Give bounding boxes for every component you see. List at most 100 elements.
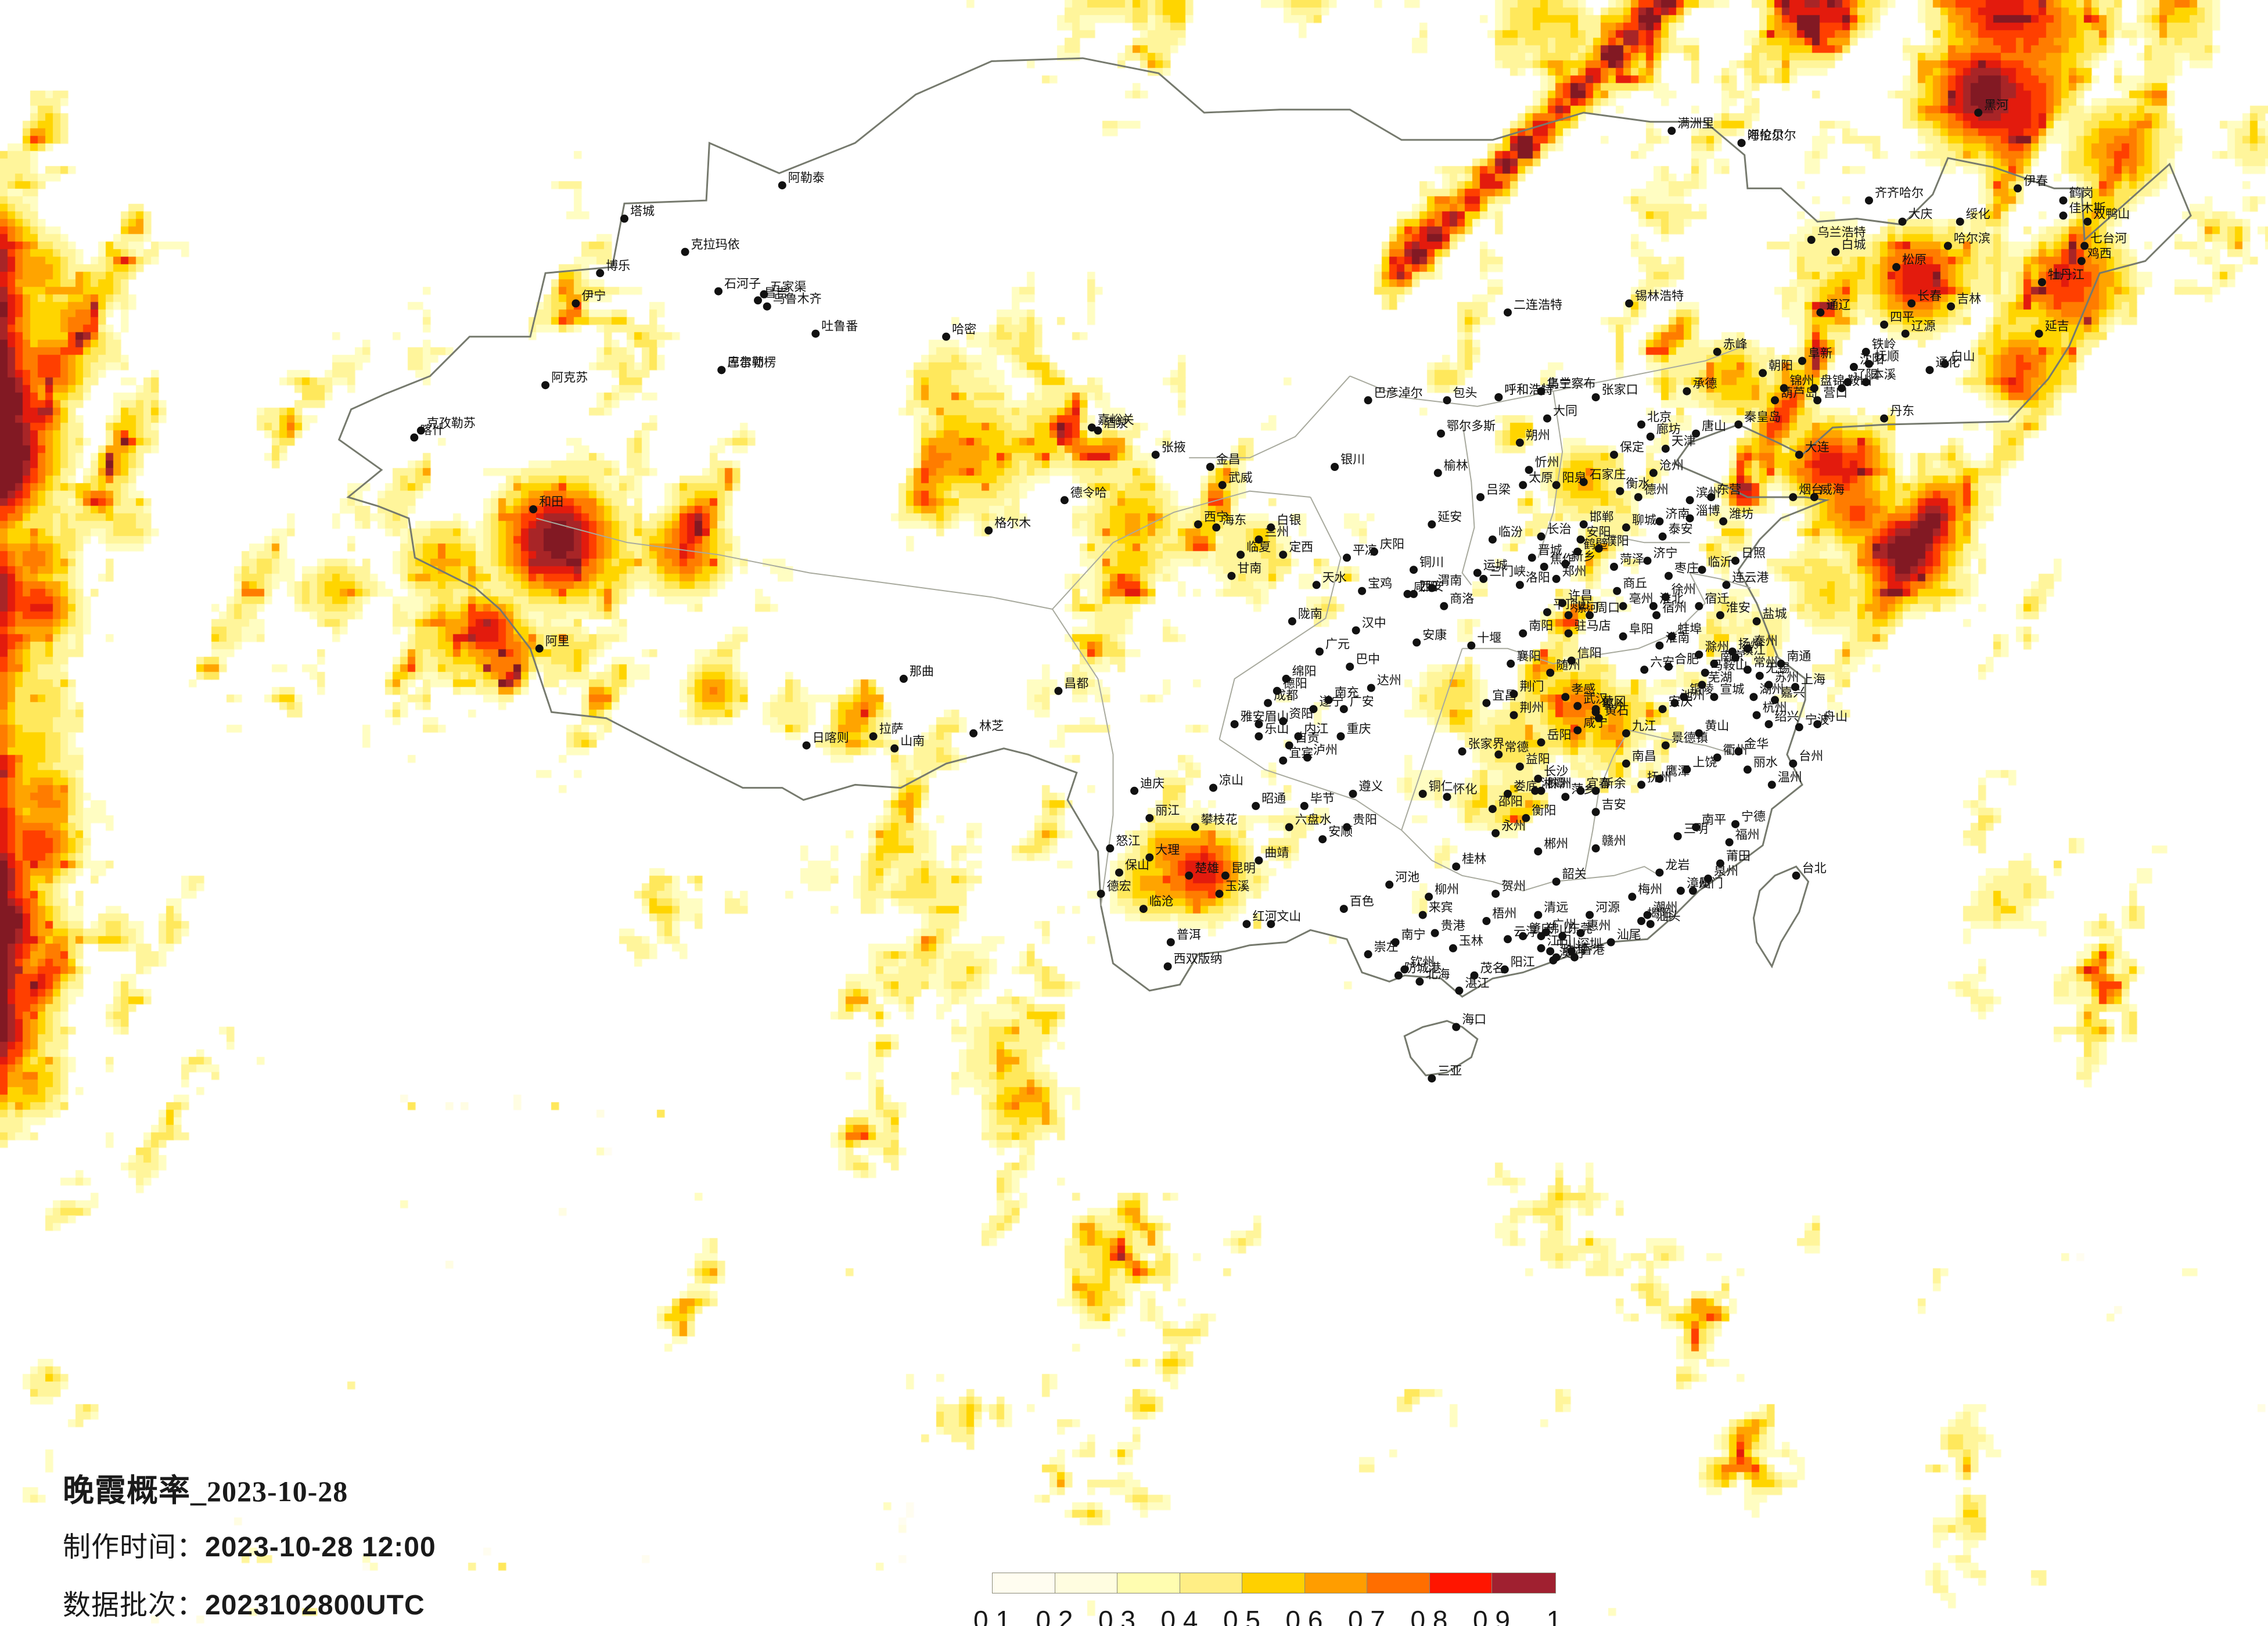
svg-text:娄底: 娄底 bbox=[1514, 780, 1538, 793]
svg-text:日照: 日照 bbox=[1741, 547, 1766, 560]
svg-text:格尔木: 格尔木 bbox=[994, 517, 1031, 530]
svg-text:阜新: 阜新 bbox=[1808, 347, 1832, 361]
svg-text:上饶: 上饶 bbox=[1692, 756, 1717, 769]
svg-text:枣庄: 枣庄 bbox=[1674, 562, 1699, 575]
svg-text:长沙: 长沙 bbox=[1544, 765, 1568, 778]
svg-text:红河: 红河 bbox=[1253, 910, 1277, 923]
svg-text:石家庄: 石家庄 bbox=[1590, 468, 1626, 481]
svg-text:泰安: 泰安 bbox=[1669, 523, 1693, 536]
svg-text:辽阳: 辽阳 bbox=[1853, 368, 1878, 382]
svg-text:百色: 百色 bbox=[1350, 895, 1374, 908]
svg-text:宿迁: 宿迁 bbox=[1705, 592, 1729, 606]
svg-text:阳江: 阳江 bbox=[1511, 955, 1535, 969]
svg-text:东营: 东营 bbox=[1717, 483, 1741, 497]
svg-text:郴州: 郴州 bbox=[1544, 837, 1568, 851]
svg-text:滨州: 滨州 bbox=[1696, 486, 1720, 499]
svg-text:阿里: 阿里 bbox=[545, 635, 570, 648]
svg-text:廊坊: 廊坊 bbox=[1656, 423, 1681, 436]
svg-text:潍坊: 潍坊 bbox=[1729, 508, 1753, 521]
svg-text:东莞: 东莞 bbox=[1568, 922, 1593, 936]
svg-text:舟山: 舟山 bbox=[1823, 710, 1848, 724]
svg-text:陇南: 陇南 bbox=[1298, 607, 1322, 621]
svg-text:集宁: 集宁 bbox=[1547, 377, 1572, 391]
svg-text:德令哈: 德令哈 bbox=[1070, 486, 1107, 499]
svg-text:忻州: 忻州 bbox=[1535, 456, 1559, 469]
svg-text:湘潭: 湘潭 bbox=[1541, 777, 1565, 790]
svg-text:博乐: 博乐 bbox=[606, 259, 630, 272]
svg-text:海东: 海东 bbox=[1222, 513, 1246, 527]
svg-text:衡阳: 衡阳 bbox=[1532, 804, 1556, 818]
svg-text:吕梁: 吕梁 bbox=[1486, 483, 1511, 497]
svg-text:衢州: 衢州 bbox=[1723, 744, 1748, 757]
svg-text:德宏: 德宏 bbox=[1107, 880, 1131, 893]
svg-text:楚雄: 楚雄 bbox=[1195, 862, 1219, 875]
svg-text:沧州: 沧州 bbox=[1659, 459, 1684, 472]
svg-text:抚顺: 抚顺 bbox=[1875, 350, 1899, 364]
svg-text:葫芦岛: 葫芦岛 bbox=[1781, 386, 1817, 400]
svg-text:商丘: 商丘 bbox=[1623, 577, 1647, 591]
svg-text:巴彦淖尔: 巴彦淖尔 bbox=[1374, 386, 1423, 400]
svg-text:延吉: 延吉 bbox=[2045, 320, 2069, 333]
svg-text:拉萨: 拉萨 bbox=[879, 722, 904, 736]
svg-text:朝阳: 朝阳 bbox=[1769, 359, 1793, 372]
svg-text:常德: 常德 bbox=[1504, 740, 1529, 754]
svg-text:哈密: 哈密 bbox=[952, 323, 976, 336]
svg-text:济宁: 济宁 bbox=[1654, 547, 1678, 560]
svg-text:濮阳: 濮阳 bbox=[1605, 535, 1629, 548]
svg-text:安康: 安康 bbox=[1422, 628, 1447, 642]
svg-text:大连: 大连 bbox=[1805, 441, 1830, 454]
svg-text:宣城: 宣城 bbox=[1720, 683, 1744, 696]
svg-text:鄂尔多斯: 鄂尔多斯 bbox=[1447, 420, 1496, 433]
svg-text:丽江: 丽江 bbox=[1155, 804, 1180, 818]
svg-text:崇左: 崇左 bbox=[1374, 940, 1399, 954]
svg-text:遵义: 遵义 bbox=[1359, 780, 1383, 793]
svg-text:张家界: 张家界 bbox=[1468, 738, 1505, 751]
svg-text:文山: 文山 bbox=[1277, 910, 1301, 923]
svg-text:包头: 包头 bbox=[1453, 386, 1478, 400]
svg-text:襄阳: 襄阳 bbox=[1516, 650, 1541, 663]
svg-text:七台河: 七台河 bbox=[2090, 232, 2127, 245]
svg-text:河源: 河源 bbox=[1595, 901, 1620, 915]
svg-text:阜阳: 阜阳 bbox=[1629, 623, 1654, 636]
svg-text:菏泽: 菏泽 bbox=[1620, 553, 1644, 566]
svg-text:哈尔滨: 哈尔滨 bbox=[1954, 232, 1990, 245]
svg-text:南阳: 南阳 bbox=[1529, 620, 1553, 633]
svg-text:临沂: 临沂 bbox=[1708, 556, 1733, 569]
svg-text:荆州: 荆州 bbox=[1520, 702, 1544, 715]
svg-text:长春: 长春 bbox=[1917, 290, 1942, 303]
svg-text:厦门: 厦门 bbox=[1699, 877, 1723, 890]
svg-text:中山: 中山 bbox=[1556, 937, 1580, 951]
svg-text:南通: 南通 bbox=[1787, 650, 1811, 663]
svg-text:周口: 周口 bbox=[1595, 601, 1620, 614]
svg-text:南昌: 南昌 bbox=[1632, 750, 1656, 763]
svg-text:阿克苏: 阿克苏 bbox=[551, 371, 588, 384]
svg-text:伊春: 伊春 bbox=[2023, 174, 2048, 188]
svg-text:聊城: 聊城 bbox=[1632, 513, 1656, 527]
svg-text:鹤岗: 鹤岗 bbox=[2069, 186, 2094, 200]
svg-text:长治: 长治 bbox=[1547, 523, 1572, 536]
svg-text:宿州: 宿州 bbox=[1662, 601, 1687, 614]
svg-text:临沧: 临沧 bbox=[1149, 895, 1174, 908]
svg-text:保山: 保山 bbox=[1125, 859, 1149, 872]
svg-text:连云港: 连云港 bbox=[1732, 571, 1769, 584]
svg-text:白城: 白城 bbox=[1842, 238, 1866, 251]
svg-text:张家口: 张家口 bbox=[1602, 383, 1638, 397]
svg-text:芜湖: 芜湖 bbox=[1708, 671, 1733, 684]
svg-text:吉安: 吉安 bbox=[1602, 798, 1626, 811]
svg-text:克孜勒苏: 克孜勒苏 bbox=[427, 416, 476, 430]
svg-text:三亚: 三亚 bbox=[1437, 1064, 1462, 1078]
svg-text:亳州: 亳州 bbox=[1629, 592, 1654, 606]
svg-text:定西: 定西 bbox=[1289, 541, 1313, 554]
svg-text:盘锦: 盘锦 bbox=[1820, 374, 1845, 387]
svg-text:淮南: 淮南 bbox=[1665, 632, 1690, 645]
svg-text:绵阳: 绵阳 bbox=[1292, 665, 1317, 678]
svg-text:德州: 德州 bbox=[1644, 483, 1669, 497]
svg-text:临夏: 临夏 bbox=[1246, 541, 1271, 554]
svg-text:泉州: 泉州 bbox=[1714, 865, 1738, 878]
svg-text:邯郸: 邯郸 bbox=[1590, 510, 1614, 524]
svg-text:和田: 和田 bbox=[539, 495, 563, 509]
svg-text:呼和浩特: 呼和浩特 bbox=[1504, 383, 1553, 397]
svg-text:庆阳: 庆阳 bbox=[1380, 538, 1404, 551]
svg-text:盐城: 盐城 bbox=[1763, 607, 1787, 621]
svg-text:巴音郭楞: 巴音郭楞 bbox=[727, 356, 776, 369]
